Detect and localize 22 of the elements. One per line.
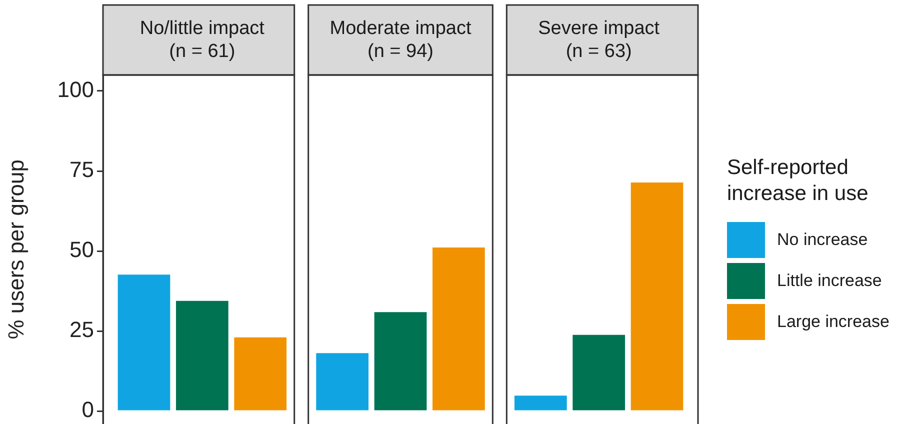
y-axis-title: % users per group: [3, 160, 28, 340]
legend-title: Self-reported increase in use: [727, 155, 870, 207]
bar: [572, 334, 626, 410]
legend-label: Large increase: [777, 312, 890, 332]
bar: [176, 300, 228, 410]
bar: [630, 182, 684, 410]
bar: [316, 353, 368, 410]
y-tick-label: 0: [82, 397, 94, 422]
y-tick-label: 50: [70, 237, 94, 262]
y-tick-label: 75: [70, 157, 94, 182]
bar: [234, 337, 287, 410]
legend-label: Little increase: [777, 270, 882, 290]
x-tick-label: Severe impact (n = 63): [538, 18, 660, 62]
y-tick-label: 100: [57, 77, 94, 102]
y-tick-label: 25: [70, 317, 94, 342]
legend-label: No increase: [777, 230, 868, 250]
x-tick-label: No/little impact (n = 61): [140, 18, 266, 62]
bar: [432, 247, 485, 410]
bar: [374, 312, 427, 410]
bar: [118, 274, 170, 410]
bar: [514, 396, 567, 410]
x-tick-label: Moderate impact (n = 94): [330, 18, 472, 62]
